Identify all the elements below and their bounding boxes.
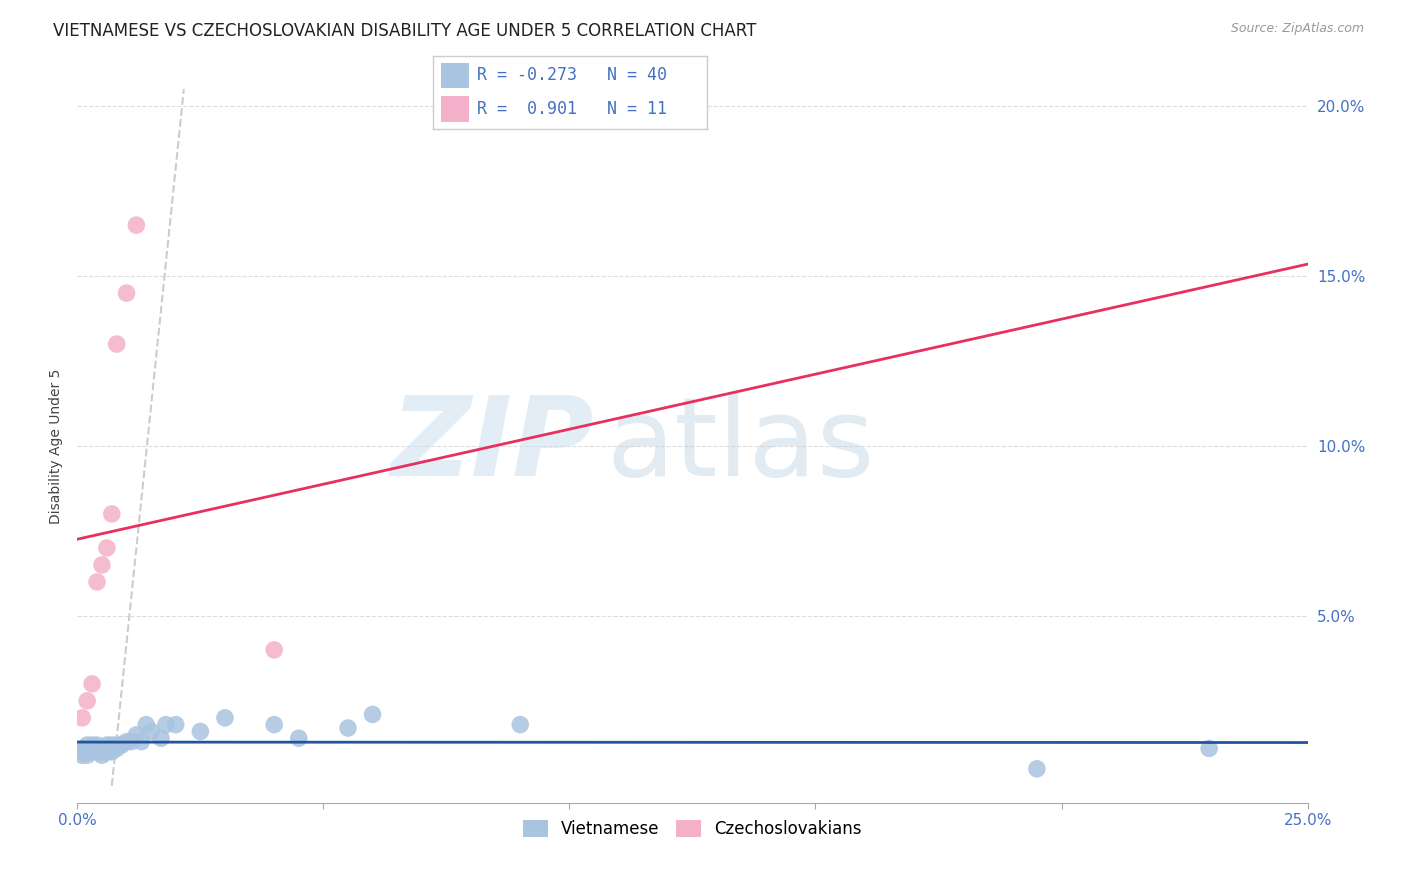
- Point: [105, 337, 128, 351]
- Point: [101, 507, 124, 521]
- Text: atlas: atlas: [606, 392, 875, 500]
- Point: [135, 717, 157, 731]
- Point: [121, 734, 143, 748]
- Point: [76, 745, 98, 759]
- Legend: Vietnamese, Czechoslovakians: Vietnamese, Czechoslovakians: [516, 813, 869, 845]
- Point: [150, 731, 173, 746]
- Point: [96, 745, 118, 759]
- Point: [125, 218, 148, 232]
- Text: Source: ZipAtlas.com: Source: ZipAtlas.com: [1230, 22, 1364, 36]
- Point: [101, 738, 124, 752]
- Text: VIETNAMESE VS CZECHOSLOVAKIAN DISABILITY AGE UNDER 5 CORRELATION CHART: VIETNAMESE VS CZECHOSLOVAKIAN DISABILITY…: [53, 22, 756, 40]
- Point: [188, 724, 212, 739]
- Text: R = -0.273   N = 40: R = -0.273 N = 40: [477, 66, 666, 84]
- Point: [361, 707, 384, 722]
- Point: [82, 677, 104, 691]
- Point: [86, 738, 108, 752]
- Point: [263, 717, 285, 731]
- Point: [115, 286, 138, 301]
- Point: [263, 643, 285, 657]
- Point: [105, 738, 128, 752]
- Point: [509, 717, 531, 731]
- Point: [90, 748, 114, 763]
- Point: [115, 734, 138, 748]
- Point: [76, 738, 98, 752]
- Point: [86, 574, 108, 589]
- Point: [70, 745, 93, 759]
- Point: [214, 711, 236, 725]
- Y-axis label: Disability Age Under 5: Disability Age Under 5: [49, 368, 63, 524]
- Text: R =  0.901   N = 11: R = 0.901 N = 11: [477, 100, 666, 118]
- Point: [70, 711, 93, 725]
- Point: [155, 717, 177, 731]
- Point: [70, 748, 93, 763]
- Point: [141, 724, 163, 739]
- Point: [76, 694, 98, 708]
- Point: [96, 741, 118, 756]
- Point: [165, 717, 187, 731]
- Point: [1026, 762, 1049, 776]
- Point: [125, 728, 148, 742]
- Point: [105, 741, 128, 756]
- Bar: [441, 62, 468, 88]
- Point: [90, 745, 114, 759]
- Point: [1198, 741, 1220, 756]
- Point: [96, 738, 118, 752]
- Point: [96, 541, 118, 555]
- Bar: [441, 96, 468, 122]
- Point: [70, 741, 93, 756]
- Point: [82, 738, 104, 752]
- Point: [90, 741, 114, 756]
- Point: [86, 745, 108, 759]
- Point: [101, 745, 124, 759]
- Point: [82, 745, 104, 759]
- Point: [90, 558, 114, 572]
- Point: [111, 738, 132, 752]
- Point: [288, 731, 311, 746]
- Point: [129, 734, 153, 748]
- Text: ZIP: ZIP: [391, 392, 595, 500]
- Point: [337, 721, 360, 735]
- Point: [76, 748, 98, 763]
- Point: [82, 741, 104, 756]
